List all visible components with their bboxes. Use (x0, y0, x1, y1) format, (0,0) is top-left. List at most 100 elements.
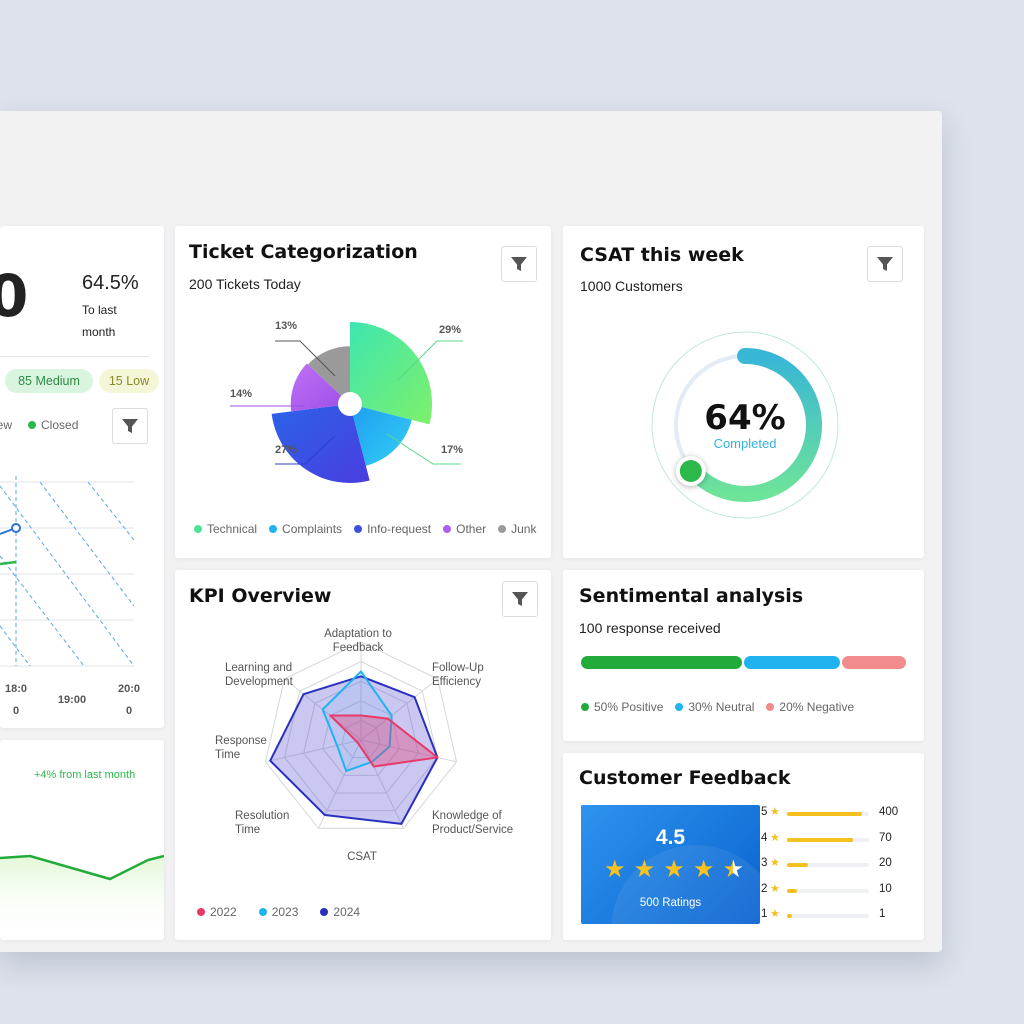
x-tick-value: 0 (125, 705, 133, 717)
sentiment-segment-neutral (743, 656, 840, 669)
gauge-knob-dot (679, 459, 702, 482)
ratings-count: 500 Ratings (639, 897, 702, 909)
filter-icon (877, 257, 893, 271)
big-value: 0 (0, 262, 29, 330)
legend-label: 20% Negative (779, 700, 855, 714)
pie-slice-technical[interactable] (350, 322, 432, 425)
star-icon: ★ (633, 856, 656, 883)
legend-item: Technical (194, 522, 257, 536)
legend-dot (320, 908, 329, 916)
filter-icon (512, 592, 528, 606)
radar-axis-line (360, 678, 438, 741)
gauge-outer-ring (651, 331, 839, 519)
row-star-number: 2 (761, 883, 768, 895)
pie-slice-junk[interactable] (307, 346, 350, 404)
legend-item: 20% Negative (766, 700, 854, 714)
row-star-number: 4 (761, 832, 768, 844)
priority-pill-low[interactable]: 15 Low (99, 369, 159, 393)
axis-label-line: Learning and (225, 662, 293, 674)
card-title: Ticket Categorization (189, 241, 418, 263)
legend-dot (28, 421, 37, 429)
leader-line (386, 433, 461, 465)
sentiment-bar (581, 656, 906, 669)
line-legend: lew Closed (0, 418, 90, 432)
rating-bar-fill (787, 838, 853, 842)
legend-item: 2024 (320, 905, 360, 919)
axis-label-line: Time (235, 824, 261, 836)
legend-item: Complaints (269, 522, 342, 536)
csat-card: CSAT this week 1000 Customers 64% Comple… (563, 226, 924, 558)
axis-label-line: Resolution (235, 810, 290, 822)
pie-legend: Technical Complaints Info-request Other … (194, 522, 548, 536)
leader-line (396, 340, 463, 382)
pie-label-other: 14% (230, 388, 253, 400)
legend-item: Junk (498, 522, 536, 536)
card-subtitle: 200 Tickets Today (189, 276, 301, 292)
axis-label-line: Development (225, 676, 293, 688)
rating-row: 1 ★ 1 (761, 908, 911, 924)
pie-label-complaints: 17% (441, 444, 464, 456)
priority-pill-medium[interactable]: 85 Medium (5, 369, 93, 393)
filter-button[interactable] (501, 246, 537, 282)
legend-label: Closed (41, 418, 79, 432)
card-title: KPI Overview (189, 585, 332, 607)
pie-label-technical: 29% (439, 324, 462, 336)
legend-dot (269, 525, 278, 533)
radar-axis-label: CSAT (322, 850, 402, 864)
card-title: Customer Feedback (579, 767, 791, 789)
tickets-summary-card: 0 64.5% To last month 85 Medium 15 Low l… (0, 226, 164, 728)
pie-label-junk: 13% (275, 320, 298, 332)
ticket-pie-chart (230, 322, 463, 483)
legend-item-closed: Closed (28, 418, 78, 432)
legend-dot (194, 525, 202, 533)
rating-row: 3 ★ 20 (761, 857, 911, 873)
legend-dot (766, 703, 775, 711)
axis-label-line: Response (215, 735, 267, 747)
filter-button[interactable] (502, 581, 538, 617)
radar-series-2022[interactable] (329, 714, 439, 768)
radar-axis-line (360, 739, 457, 763)
legend-label: 2023 (271, 905, 299, 919)
legend-label: 50% Positive (594, 700, 664, 714)
sentiment-segment-negative (841, 656, 906, 669)
csat-percent: 64% (704, 398, 786, 438)
pie-slice-info-request[interactable] (271, 404, 370, 483)
customer-feedback-card: Customer Feedback 4.5 ★ ★ ★ ★ ★ 500 Rati… (563, 753, 924, 940)
radar-series-2024[interactable] (269, 675, 439, 825)
radar-axis-line (360, 739, 404, 829)
star-icon: ★ (770, 908, 780, 920)
row-star-number: 3 (761, 857, 768, 869)
pie-slice-complaints[interactable] (350, 404, 412, 466)
rating-bar-track (787, 914, 869, 918)
filter-button[interactable] (112, 408, 148, 444)
rating-bar-track (787, 863, 869, 867)
rating-bar-fill (787, 812, 863, 816)
legend-dot (197, 908, 205, 916)
legend-item: Other (443, 522, 486, 536)
radar-grid-ring (303, 680, 419, 794)
pie-slice-other[interactable] (290, 363, 350, 412)
x-tick-value: 0 (12, 705, 20, 717)
rating-bar-track (787, 812, 869, 816)
legend-label: Technical (207, 522, 258, 536)
star-icon: ★ (770, 806, 780, 818)
kpi-radar-chart (264, 641, 458, 829)
filter-button[interactable] (867, 246, 903, 282)
legend-dot (354, 525, 363, 533)
legend-dot (258, 908, 267, 916)
csat-completed-label: Completed (713, 436, 777, 451)
rating-row: 5 ★ 400 (761, 806, 911, 822)
legend-dot (675, 703, 684, 711)
axis-label-line: Adaptation to (324, 628, 392, 640)
percent-value: 64.5% (82, 272, 139, 294)
row-count: 1 (879, 908, 886, 920)
trend-chart (0, 854, 164, 940)
legend-label: 2022 (210, 905, 237, 919)
card-subtitle: 100 response received (579, 620, 721, 636)
rating-row: 2 ★ 10 (761, 883, 911, 899)
row-count: 10 (879, 883, 892, 895)
legend-item: 30% Neutral (675, 700, 754, 714)
row-count: 20 (879, 857, 892, 869)
radar-grid-ring (284, 661, 438, 812)
legend-label: Info-request (367, 522, 432, 536)
